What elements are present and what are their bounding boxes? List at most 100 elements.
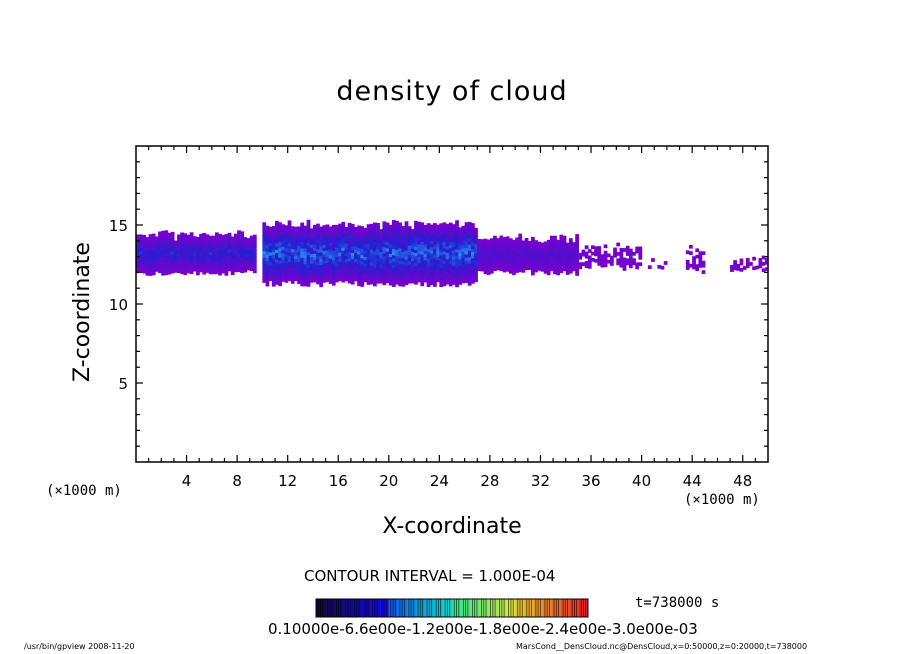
density-cell bbox=[319, 258, 324, 262]
density-cell bbox=[215, 270, 219, 275]
density-cell bbox=[410, 232, 415, 237]
density-cell bbox=[489, 266, 494, 271]
density-cell bbox=[309, 240, 314, 245]
density-cell bbox=[685, 266, 690, 270]
density-cell bbox=[426, 251, 431, 256]
density-cell bbox=[391, 267, 396, 272]
density-cell bbox=[458, 265, 463, 270]
density-cell bbox=[142, 253, 147, 258]
density-cell bbox=[243, 240, 248, 245]
density-cell bbox=[151, 268, 156, 273]
density-cell bbox=[287, 229, 292, 234]
density-cell bbox=[240, 240, 245, 245]
density-cell bbox=[401, 229, 406, 233]
density-cell bbox=[262, 231, 267, 236]
density-cell bbox=[527, 259, 532, 264]
x-tick-label: 44 bbox=[683, 472, 702, 490]
density-cell bbox=[316, 223, 320, 228]
density-cell bbox=[625, 252, 630, 256]
density-cell bbox=[401, 257, 406, 262]
density-cell bbox=[300, 238, 305, 243]
density-cell bbox=[505, 236, 510, 241]
density-cell bbox=[312, 243, 317, 248]
density-cell bbox=[281, 259, 286, 263]
density-cell bbox=[167, 245, 172, 250]
density-cell bbox=[151, 249, 156, 254]
density-cell bbox=[455, 270, 459, 275]
density-cell bbox=[382, 227, 387, 232]
density-cell bbox=[309, 247, 314, 252]
density-cell bbox=[278, 244, 282, 249]
density-cell bbox=[281, 271, 286, 276]
density-cell bbox=[319, 254, 324, 259]
density-cell bbox=[189, 263, 194, 268]
density-cell bbox=[325, 256, 330, 260]
density-cell bbox=[455, 236, 459, 240]
density-cell bbox=[347, 276, 352, 281]
density-cell bbox=[385, 250, 390, 255]
density-cell bbox=[401, 273, 406, 278]
density-cell bbox=[341, 250, 346, 255]
density-cell bbox=[452, 230, 456, 235]
density-cell bbox=[164, 249, 169, 253]
density-cell bbox=[205, 234, 210, 239]
density-cell bbox=[455, 223, 459, 228]
density-cell bbox=[647, 265, 652, 270]
density-cell bbox=[341, 237, 346, 242]
density-cell bbox=[265, 270, 270, 274]
density-cell bbox=[499, 235, 504, 240]
density-cell bbox=[439, 283, 444, 288]
density-cell bbox=[208, 251, 213, 256]
density-cell bbox=[347, 273, 352, 278]
density-cell bbox=[328, 258, 333, 262]
density-cell bbox=[429, 256, 434, 260]
density-cell bbox=[474, 253, 478, 257]
density-cell bbox=[271, 251, 276, 256]
density-cell bbox=[442, 238, 447, 242]
density-cell bbox=[448, 225, 453, 230]
density-cell bbox=[638, 255, 643, 260]
density-cell bbox=[199, 252, 203, 257]
density-cell bbox=[489, 244, 494, 249]
x-tick-label: 48 bbox=[733, 472, 752, 490]
density-cell bbox=[294, 277, 298, 282]
density-cell bbox=[199, 268, 203, 273]
density-cell bbox=[300, 260, 305, 265]
density-cell bbox=[420, 266, 425, 271]
density-cell bbox=[461, 244, 466, 249]
density-cell bbox=[452, 277, 456, 282]
density-cell bbox=[164, 265, 169, 269]
density-cell bbox=[429, 230, 434, 235]
density-cell bbox=[366, 246, 371, 251]
density-cell bbox=[474, 246, 478, 251]
density-cell bbox=[764, 267, 769, 272]
density-cell bbox=[142, 247, 147, 252]
density-cell bbox=[294, 274, 298, 278]
contour-interval-label: CONTOUR INTERVAL = 1.000E-04 bbox=[304, 567, 556, 585]
density-cell bbox=[354, 271, 358, 275]
density-cell bbox=[401, 241, 406, 246]
density-cell bbox=[379, 276, 384, 281]
density-cell bbox=[474, 249, 478, 254]
density-cell bbox=[382, 237, 387, 241]
x-unit-label-left: (×1000 m) bbox=[46, 483, 122, 499]
density-cell bbox=[698, 257, 703, 262]
density-cell bbox=[410, 238, 415, 243]
density-cell bbox=[423, 234, 428, 239]
density-cell bbox=[322, 228, 327, 233]
density-cell bbox=[373, 260, 377, 265]
density-cell bbox=[603, 257, 608, 261]
density-cell bbox=[199, 240, 203, 244]
density-cell bbox=[357, 228, 361, 233]
density-cell bbox=[325, 252, 330, 257]
density-cell bbox=[496, 241, 500, 246]
density-cell bbox=[224, 253, 229, 257]
density-cell bbox=[303, 282, 308, 287]
density-cell bbox=[429, 227, 434, 232]
density-cell bbox=[312, 262, 317, 267]
density-cell bbox=[385, 257, 390, 262]
density-cell bbox=[505, 242, 510, 247]
density-cell bbox=[395, 236, 399, 241]
density-cell bbox=[281, 249, 286, 254]
density-cell bbox=[369, 277, 374, 282]
